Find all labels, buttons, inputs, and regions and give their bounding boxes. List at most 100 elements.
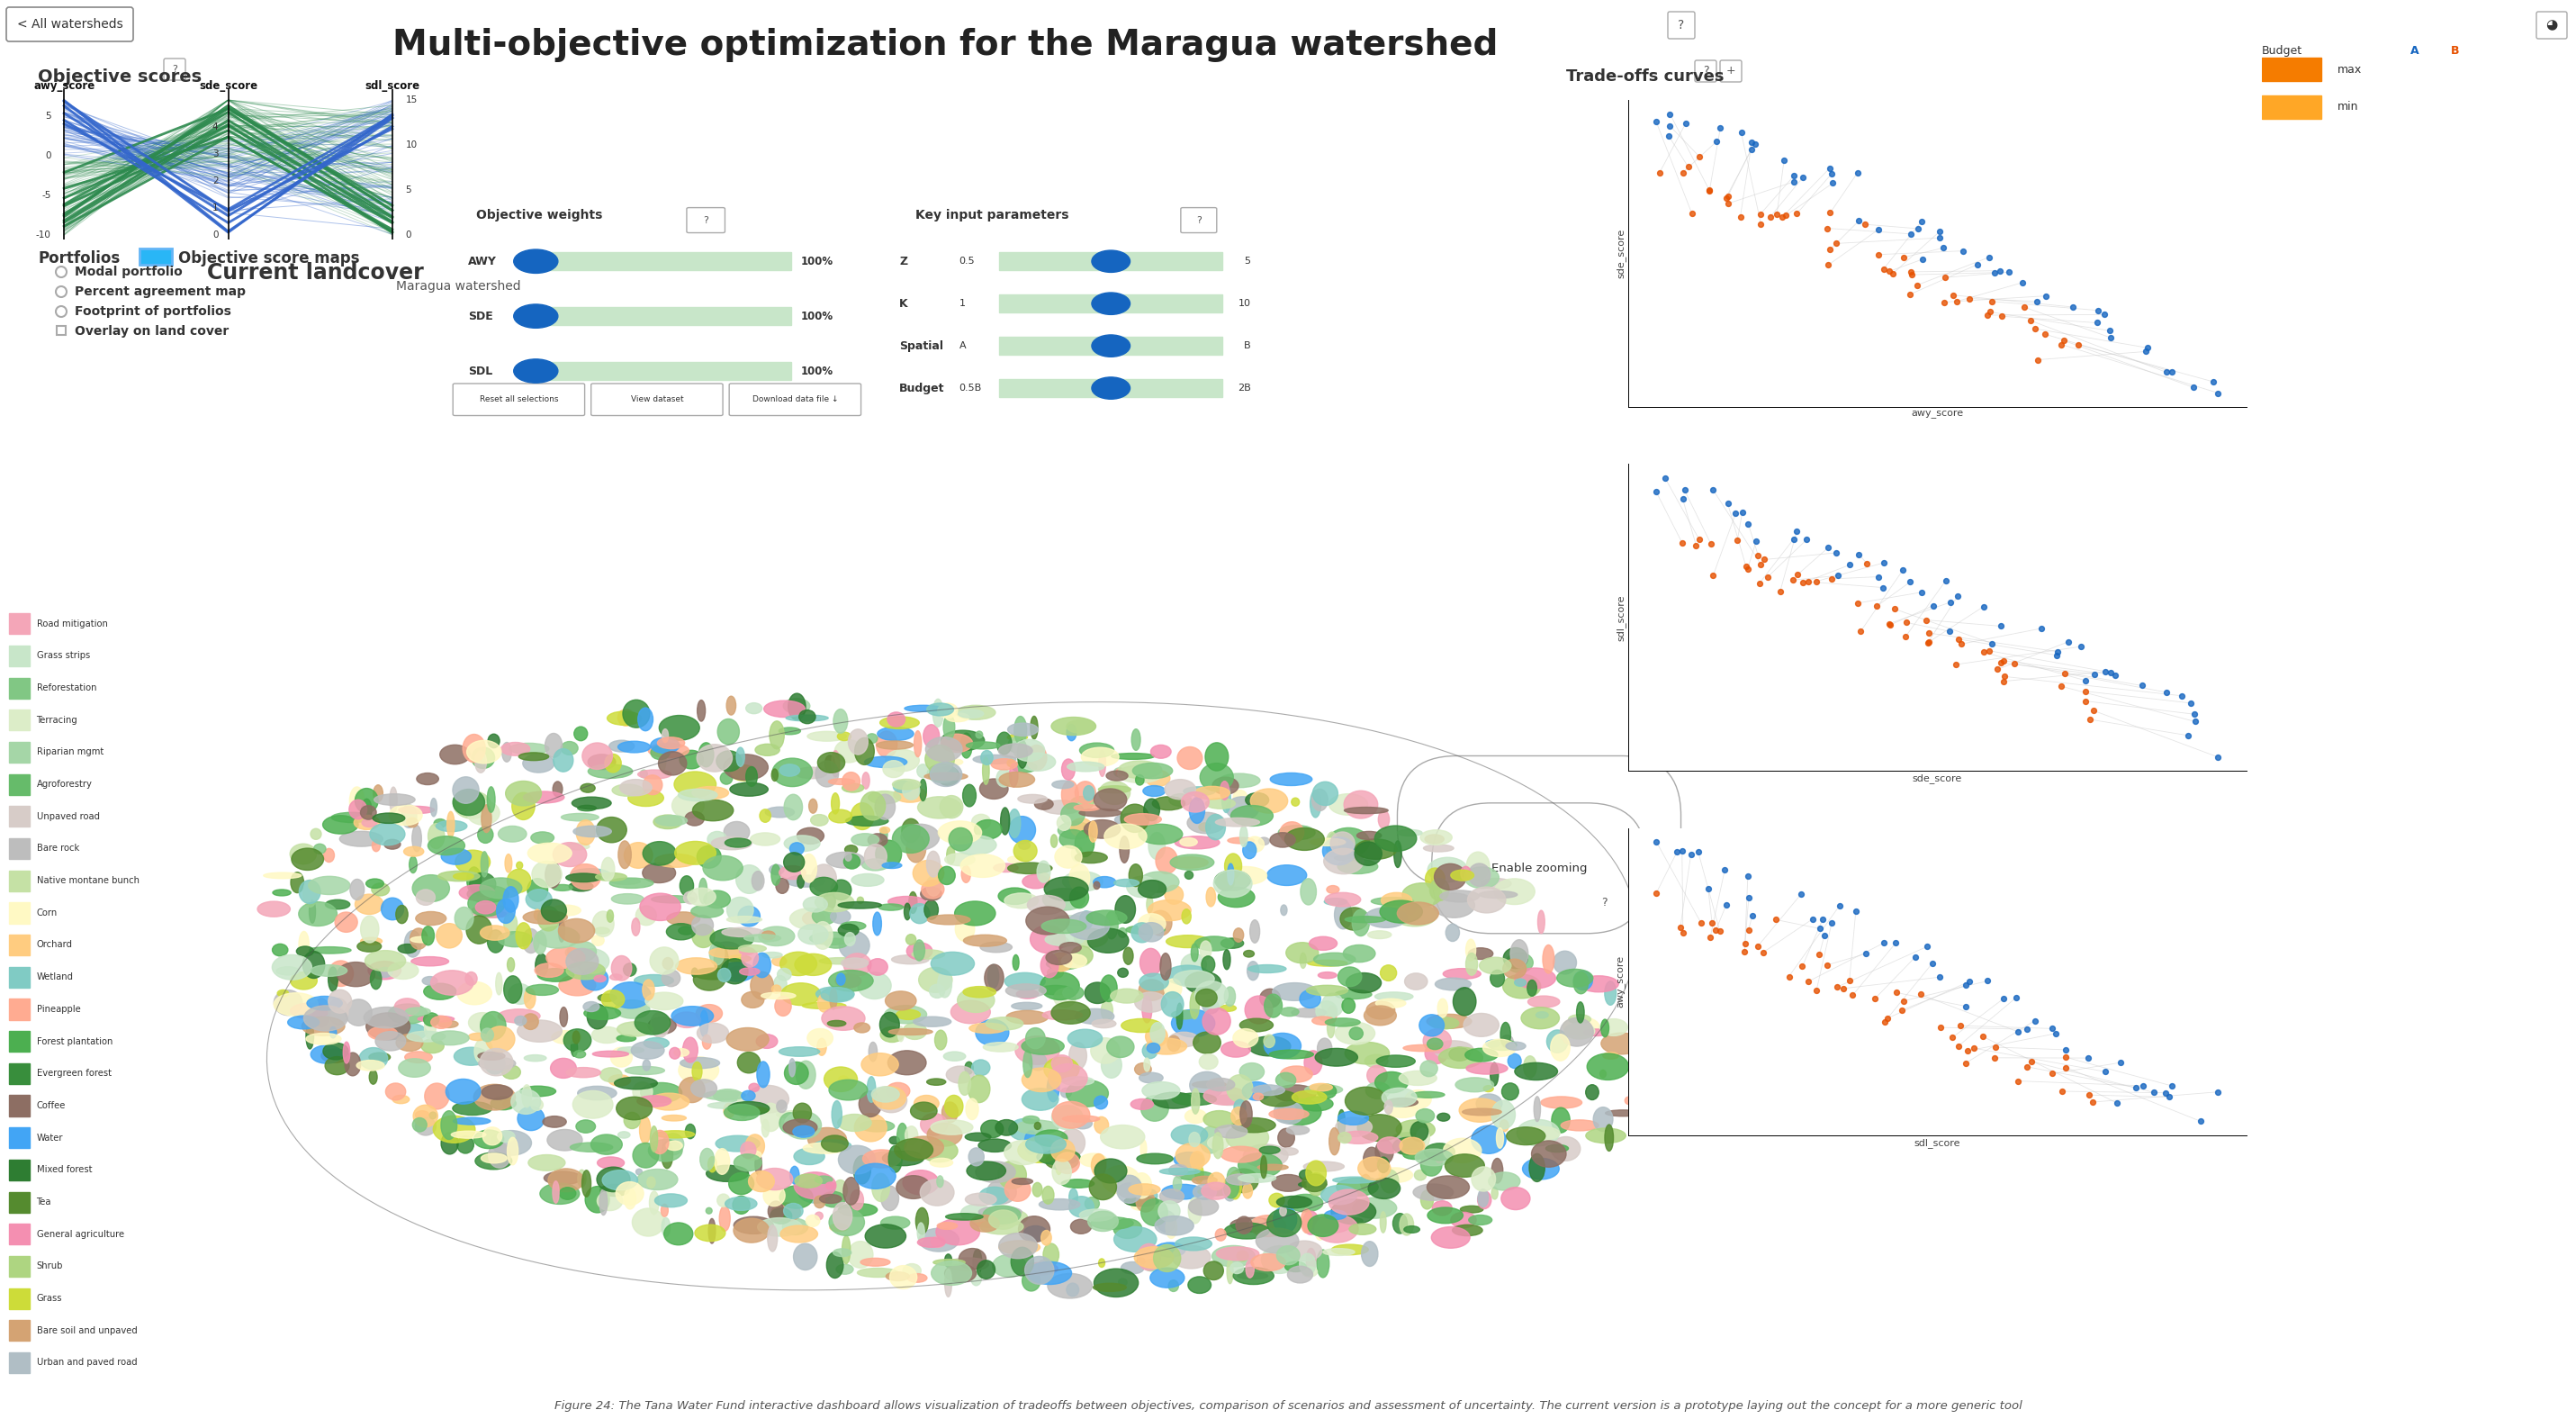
- Ellipse shape: [958, 988, 994, 1012]
- Point: [1667, 156, 1708, 178]
- Ellipse shape: [1221, 938, 1244, 948]
- Point: [1847, 551, 1888, 574]
- Ellipse shape: [592, 1051, 629, 1057]
- Ellipse shape: [1309, 937, 1337, 950]
- Ellipse shape: [1043, 1187, 1054, 1204]
- Ellipse shape: [1419, 1061, 1437, 1077]
- Ellipse shape: [466, 801, 500, 825]
- Ellipse shape: [917, 1238, 945, 1247]
- Ellipse shape: [1190, 944, 1198, 961]
- Ellipse shape: [1260, 988, 1280, 1008]
- Ellipse shape: [1229, 864, 1234, 885]
- Ellipse shape: [314, 844, 325, 854]
- Ellipse shape: [636, 1170, 641, 1175]
- Ellipse shape: [1136, 775, 1144, 785]
- Ellipse shape: [1074, 804, 1100, 811]
- Ellipse shape: [999, 1234, 1038, 1258]
- Ellipse shape: [667, 1141, 683, 1151]
- Ellipse shape: [850, 1190, 863, 1210]
- Ellipse shape: [703, 855, 742, 881]
- Ellipse shape: [554, 1181, 559, 1204]
- Ellipse shape: [739, 907, 760, 927]
- Ellipse shape: [1350, 1224, 1376, 1235]
- Point: [1947, 1040, 1989, 1062]
- Ellipse shape: [1069, 864, 1090, 891]
- Ellipse shape: [881, 828, 889, 841]
- Ellipse shape: [927, 851, 940, 877]
- Ellipse shape: [587, 1004, 608, 1030]
- Ellipse shape: [559, 918, 595, 942]
- Ellipse shape: [1412, 1121, 1427, 1141]
- Ellipse shape: [567, 1068, 600, 1078]
- Ellipse shape: [263, 873, 301, 878]
- Ellipse shape: [1236, 1251, 1249, 1261]
- Point: [2192, 370, 2233, 393]
- Ellipse shape: [1046, 1152, 1079, 1170]
- Ellipse shape: [495, 972, 502, 995]
- Ellipse shape: [482, 1085, 513, 1100]
- Ellipse shape: [904, 904, 909, 920]
- Ellipse shape: [1059, 830, 1087, 848]
- Ellipse shape: [1324, 1210, 1347, 1220]
- Ellipse shape: [278, 990, 289, 997]
- Ellipse shape: [551, 1058, 577, 1078]
- Ellipse shape: [793, 1172, 837, 1200]
- Ellipse shape: [1005, 1178, 1030, 1201]
- Text: AWY: AWY: [469, 256, 497, 267]
- Ellipse shape: [623, 700, 649, 728]
- Ellipse shape: [1265, 994, 1283, 1018]
- Text: awy_score: awy_score: [33, 80, 95, 91]
- Ellipse shape: [572, 1091, 613, 1118]
- Ellipse shape: [706, 844, 714, 855]
- Ellipse shape: [598, 1167, 631, 1192]
- Ellipse shape: [791, 1167, 799, 1184]
- Ellipse shape: [1324, 1248, 1355, 1255]
- Ellipse shape: [940, 795, 963, 818]
- Ellipse shape: [1345, 791, 1378, 818]
- Ellipse shape: [1247, 1259, 1255, 1278]
- Ellipse shape: [693, 968, 732, 980]
- Point: [1901, 210, 1942, 233]
- Ellipse shape: [1530, 1154, 1546, 1182]
- Ellipse shape: [1043, 1057, 1079, 1081]
- Ellipse shape: [1316, 1250, 1329, 1278]
- Point: [1857, 565, 1899, 588]
- Point: [1765, 204, 1806, 227]
- Point: [1777, 203, 1819, 226]
- Ellipse shape: [577, 805, 595, 811]
- Point: [1929, 591, 1971, 614]
- Point: [1783, 955, 1824, 978]
- Ellipse shape: [1131, 922, 1151, 942]
- FancyBboxPatch shape: [139, 248, 173, 264]
- Ellipse shape: [366, 951, 404, 971]
- Point: [1870, 614, 1911, 637]
- Ellipse shape: [853, 874, 884, 887]
- Point: [1862, 575, 1904, 598]
- Ellipse shape: [368, 1052, 392, 1061]
- Text: 0: 0: [404, 231, 412, 240]
- Ellipse shape: [587, 754, 616, 770]
- Ellipse shape: [1587, 1054, 1628, 1080]
- Ellipse shape: [1314, 1215, 1358, 1242]
- Ellipse shape: [902, 1170, 938, 1195]
- Ellipse shape: [958, 1248, 987, 1269]
- Ellipse shape: [1298, 1181, 1327, 1188]
- Text: Pineapple: Pineapple: [36, 1005, 80, 1014]
- Ellipse shape: [1368, 1065, 1386, 1085]
- Point: [2089, 661, 2130, 684]
- Ellipse shape: [899, 1027, 904, 1041]
- Ellipse shape: [1404, 1227, 1419, 1232]
- Ellipse shape: [925, 745, 956, 773]
- Ellipse shape: [502, 1100, 515, 1108]
- Ellipse shape: [1061, 803, 1084, 825]
- Ellipse shape: [1556, 970, 1592, 987]
- Ellipse shape: [1479, 1191, 1492, 1208]
- Ellipse shape: [652, 737, 680, 753]
- Point: [1741, 213, 1783, 236]
- Ellipse shape: [809, 798, 817, 813]
- Ellipse shape: [276, 967, 299, 975]
- Point: [1664, 478, 1705, 501]
- Ellipse shape: [1347, 972, 1381, 992]
- Ellipse shape: [786, 875, 824, 887]
- Ellipse shape: [1260, 1155, 1267, 1178]
